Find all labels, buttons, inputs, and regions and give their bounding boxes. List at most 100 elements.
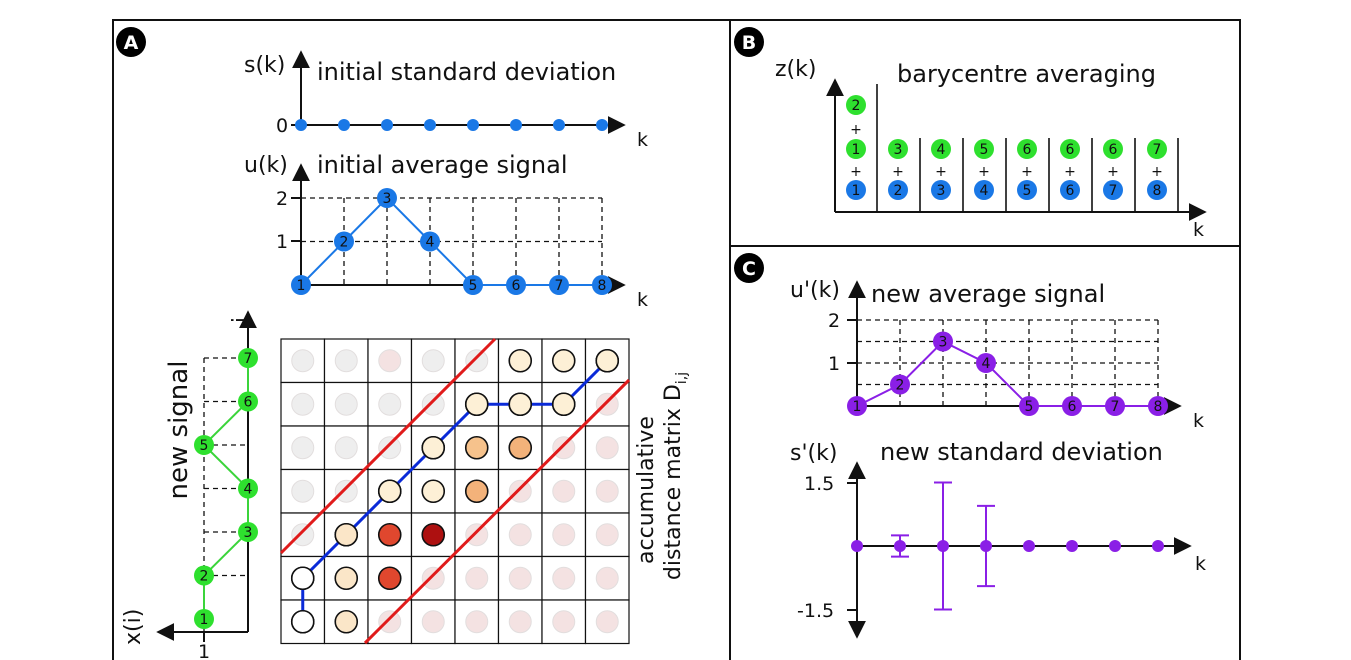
new-avg-point-8-circle (1148, 396, 1168, 416)
initial-avg-point-5-circle (463, 275, 483, 295)
matrix-node-4-0 (291, 523, 315, 547)
new-std-point-8-circle (1152, 540, 1164, 552)
new-avg-title: new average signal (871, 280, 1105, 308)
matrix-node-6-3 (421, 610, 445, 634)
distance-matrix: accumulative distance matrix Di,j (279, 337, 690, 645)
matrix-path-node-2 (334, 522, 359, 547)
matrix-node-0-4 (465, 349, 489, 373)
barycentre-green-1: 1 (846, 139, 866, 159)
new-avg-point-1: 1 (847, 396, 867, 416)
barycentre-blue-5: 5 (1017, 180, 1037, 200)
new-avg-point-3-circle (933, 331, 953, 352)
initial-avg-xlabel: k (637, 289, 648, 311)
barycentre-green-3-circle (931, 139, 951, 159)
barycentre-blue-3-circle (931, 180, 951, 200)
new-std-point-1 (851, 540, 863, 552)
barycentre-plus-6: + (1064, 164, 1076, 180)
barycentre-green-2-label: 3 (894, 142, 903, 158)
matrix-node-3-5 (508, 479, 532, 503)
matrix-node-5-7 (595, 566, 619, 590)
panel-c-badge-text: C (742, 258, 756, 280)
matrix-node-0-5 (508, 348, 533, 373)
new-std-tick-pos: 1.5 (804, 473, 834, 495)
matrix-node-5-5 (508, 566, 532, 590)
initial-std-point-3-circle (381, 119, 393, 131)
matrix-node-3-4 (464, 479, 489, 504)
new-std-point-3 (937, 540, 949, 552)
matrix-band-lower (363, 378, 631, 645)
matrix-node-0-3 (421, 349, 445, 373)
barycentre-green-extra-label: 2 (852, 98, 861, 114)
initial-avg-point-8-circle (592, 275, 612, 295)
new-avg-plot: u'(k) new average signal 1 2 k 1 2 3 4 5 6 7 8 (790, 278, 1204, 432)
new-signal-plot: i x(i) 1 new signal 1 2 3 4 5 6 7 (121, 310, 258, 660)
initial-std-point-1 (295, 119, 307, 131)
new-avg-point-4-circle (976, 353, 996, 373)
initial-std-point-7 (553, 119, 565, 131)
matrix-label-main: distance matrix D (661, 384, 686, 580)
new-avg-point-4: 4 (976, 353, 996, 373)
initial-std-title: initial standard deviation (317, 58, 616, 86)
matrix-path-node-1 (290, 566, 315, 591)
matrix-node-6-6 (552, 610, 576, 634)
initial-avg-point-6-circle (506, 275, 526, 295)
new-avg-point-7-label: 7 (1111, 399, 1120, 415)
barycentre-green-2: 3 (888, 139, 908, 159)
barycentre-blue-8-label: 8 (1153, 183, 1162, 199)
initial-avg-tick-1: 1 (276, 231, 288, 253)
initial-avg-point-5: 5 (463, 275, 483, 295)
new-signal-point-1-label: 1 (200, 612, 209, 628)
new-signal-point-4: 4 (238, 478, 258, 499)
new-std-point-8 (1152, 540, 1164, 552)
new-avg-point-3: 3 (933, 331, 953, 352)
matrix-node-5-2 (377, 566, 402, 591)
barycentre-green-6: 6 (1060, 139, 1080, 159)
new-std-point-4-circle (980, 540, 992, 552)
initial-avg-point-7-label: 7 (555, 278, 564, 294)
barycentre-green-7-circle (1103, 139, 1123, 159)
new-avg-xlabel: k (1193, 410, 1204, 432)
new-signal-tick-1: 1 (198, 641, 210, 660)
new-std-point-4 (980, 540, 992, 552)
matrix-node-2-5 (508, 435, 533, 460)
barycentre-green-3-label: 4 (937, 142, 946, 158)
new-signal-point-7: 7 (238, 348, 258, 368)
barycentre-green-7-label: 6 (1109, 142, 1118, 158)
matrix-node-4-3 (421, 522, 446, 547)
initial-avg-point-5-label: 5 (469, 278, 478, 294)
new-std-point-6-circle (1066, 540, 1078, 552)
initial-std-plot: s(k) initial standard deviation 0 k (244, 50, 648, 151)
matrix-node-0-1 (334, 349, 358, 373)
new-avg-point-6-label: 6 (1068, 399, 1077, 415)
barycentre-plus-8: + (1151, 164, 1163, 180)
barycentre-plus-3: + (935, 164, 947, 180)
matrix-node-3-3 (421, 479, 446, 504)
barycentre-blue-2-label: 2 (894, 183, 903, 199)
initial-avg-point-4-label: 4 (426, 235, 435, 251)
matrix-node-3-1 (334, 479, 358, 503)
initial-avg-point-2-label: 2 (340, 235, 349, 251)
initial-std-point-5 (467, 119, 479, 131)
new-signal-label: new signal (164, 361, 194, 500)
new-signal-point-7-circle (238, 348, 258, 368)
barycentre-blue-7-label: 7 (1109, 183, 1118, 199)
matrix-node-3-0 (291, 479, 315, 503)
barycentre-green-4-label: 5 (980, 142, 989, 158)
barycentre-blue-8-circle (1147, 180, 1167, 200)
panel-b-badge-text: B (742, 32, 756, 54)
new-std-point-1-circle (851, 540, 863, 552)
barycentre-plus-extra: + (850, 122, 862, 138)
matrix-node-4-6 (552, 523, 576, 547)
matrix-path-node-3 (377, 479, 402, 504)
initial-avg-point-4-circle (420, 231, 440, 252)
initial-avg-point-7: 7 (549, 275, 569, 295)
initial-std-point-5-circle (467, 119, 479, 131)
new-std-point-5 (1023, 540, 1035, 552)
barycentre-blue-8: 8 (1147, 180, 1167, 200)
matrix-node-2-6 (552, 436, 576, 460)
new-signal-point-3-label: 3 (244, 525, 253, 541)
new-avg-point-6-circle (1062, 396, 1082, 416)
barycentre-green-1-label: 1 (852, 142, 861, 158)
matrix-path-node-8 (595, 348, 620, 373)
initial-avg-plot: u(k) initial average signal 1 2 k 1 2 3 4 5 6… (244, 151, 648, 311)
